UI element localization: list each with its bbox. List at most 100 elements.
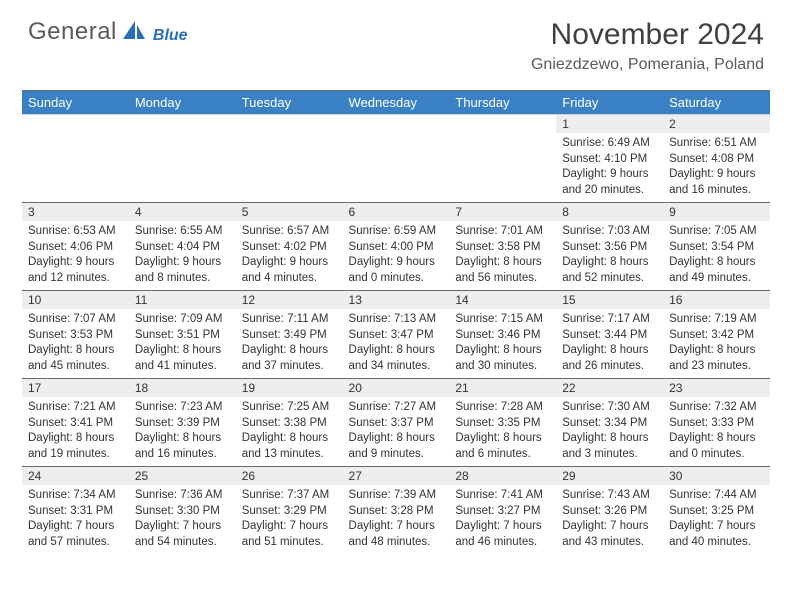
daylight-text: and 43 minutes. <box>562 535 657 551</box>
sunset-text: Sunset: 3:53 PM <box>28 328 123 344</box>
daylight-text: Daylight: 8 hours <box>28 343 123 359</box>
day-number-cell <box>343 115 450 134</box>
daylight-text: Daylight: 8 hours <box>669 431 764 447</box>
week-body-row: Sunrise: 7:07 AMSunset: 3:53 PMDaylight:… <box>22 309 770 379</box>
sunrise-text: Sunrise: 7:09 AM <box>135 312 230 328</box>
daylight-text: Daylight: 7 hours <box>135 519 230 535</box>
day-body-cell: Sunrise: 7:37 AMSunset: 3:29 PMDaylight:… <box>236 485 343 554</box>
day-number-cell: 30 <box>663 467 770 486</box>
day-header: Thursday <box>449 91 556 115</box>
week-daynum-row: 17181920212223 <box>22 379 770 398</box>
week-body-row: Sunrise: 6:53 AMSunset: 4:06 PMDaylight:… <box>22 221 770 291</box>
sunrise-text: Sunrise: 7:36 AM <box>135 488 230 504</box>
sunset-text: Sunset: 4:02 PM <box>242 240 337 256</box>
sunset-text: Sunset: 3:58 PM <box>455 240 550 256</box>
daylight-text: Daylight: 8 hours <box>349 431 444 447</box>
daylight-text: Daylight: 8 hours <box>669 343 764 359</box>
day-number-cell: 22 <box>556 379 663 398</box>
day-body-cell: Sunrise: 7:09 AMSunset: 3:51 PMDaylight:… <box>129 309 236 379</box>
sunrise-text: Sunrise: 7:05 AM <box>669 224 764 240</box>
day-number-cell: 20 <box>343 379 450 398</box>
day-number-cell: 13 <box>343 291 450 310</box>
sunrise-text: Sunrise: 7:17 AM <box>562 312 657 328</box>
week-daynum-row: 12 <box>22 115 770 134</box>
day-number-cell: 29 <box>556 467 663 486</box>
sunset-text: Sunset: 3:37 PM <box>349 416 444 432</box>
sunset-text: Sunset: 3:42 PM <box>669 328 764 344</box>
header: General Blue November 2024 Gniezdzewo, P… <box>0 0 792 80</box>
day-header: Friday <box>556 91 663 115</box>
day-header: Tuesday <box>236 91 343 115</box>
daylight-text: and 30 minutes. <box>455 359 550 375</box>
sunset-text: Sunset: 3:51 PM <box>135 328 230 344</box>
day-header: Wednesday <box>343 91 450 115</box>
day-body-cell: Sunrise: 7:41 AMSunset: 3:27 PMDaylight:… <box>449 485 556 554</box>
sunset-text: Sunset: 3:30 PM <box>135 504 230 520</box>
day-header: Sunday <box>22 91 129 115</box>
daylight-text: and 6 minutes. <box>455 447 550 463</box>
day-body-cell: Sunrise: 6:55 AMSunset: 4:04 PMDaylight:… <box>129 221 236 291</box>
day-number-cell: 28 <box>449 467 556 486</box>
day-body-cell: Sunrise: 7:07 AMSunset: 3:53 PMDaylight:… <box>22 309 129 379</box>
week-body-row: Sunrise: 7:21 AMSunset: 3:41 PMDaylight:… <box>22 397 770 467</box>
sunset-text: Sunset: 3:27 PM <box>455 504 550 520</box>
sunrise-text: Sunrise: 7:28 AM <box>455 400 550 416</box>
daylight-text: and 20 minutes. <box>562 183 657 199</box>
day-number-cell: 3 <box>22 203 129 222</box>
day-number-cell: 21 <box>449 379 556 398</box>
sunrise-text: Sunrise: 7:01 AM <box>455 224 550 240</box>
sunrise-text: Sunrise: 7:43 AM <box>562 488 657 504</box>
day-number-cell: 6 <box>343 203 450 222</box>
daylight-text: Daylight: 8 hours <box>562 343 657 359</box>
sunrise-text: Sunrise: 6:51 AM <box>669 136 764 152</box>
sunrise-text: Sunrise: 7:39 AM <box>349 488 444 504</box>
day-header: Saturday <box>663 91 770 115</box>
daylight-text: Daylight: 8 hours <box>562 431 657 447</box>
daylight-text: and 0 minutes. <box>669 447 764 463</box>
day-body-cell: Sunrise: 7:11 AMSunset: 3:49 PMDaylight:… <box>236 309 343 379</box>
week-daynum-row: 3456789 <box>22 203 770 222</box>
sunrise-text: Sunrise: 7:41 AM <box>455 488 550 504</box>
daylight-text: Daylight: 8 hours <box>242 343 337 359</box>
daylight-text: and 54 minutes. <box>135 535 230 551</box>
day-body-cell: Sunrise: 7:30 AMSunset: 3:34 PMDaylight:… <box>556 397 663 467</box>
sunrise-text: Sunrise: 7:21 AM <box>28 400 123 416</box>
day-body-cell: Sunrise: 7:34 AMSunset: 3:31 PMDaylight:… <box>22 485 129 554</box>
day-header-row: Sunday Monday Tuesday Wednesday Thursday… <box>22 91 770 115</box>
day-number-cell <box>22 115 129 134</box>
daylight-text: and 16 minutes. <box>135 447 230 463</box>
daylight-text: Daylight: 8 hours <box>242 431 337 447</box>
day-number-cell: 8 <box>556 203 663 222</box>
daylight-text: and 41 minutes. <box>135 359 230 375</box>
day-body-cell: Sunrise: 7:13 AMSunset: 3:47 PMDaylight:… <box>343 309 450 379</box>
sunrise-text: Sunrise: 7:44 AM <box>669 488 764 504</box>
day-number-cell: 14 <box>449 291 556 310</box>
day-body-cell: Sunrise: 7:19 AMSunset: 3:42 PMDaylight:… <box>663 309 770 379</box>
day-body-cell: Sunrise: 7:01 AMSunset: 3:58 PMDaylight:… <box>449 221 556 291</box>
daylight-text: and 16 minutes. <box>669 183 764 199</box>
daylight-text: and 48 minutes. <box>349 535 444 551</box>
sunrise-text: Sunrise: 7:19 AM <box>669 312 764 328</box>
day-number-cell <box>236 115 343 134</box>
sunset-text: Sunset: 3:56 PM <box>562 240 657 256</box>
sunrise-text: Sunrise: 7:34 AM <box>28 488 123 504</box>
daylight-text: and 46 minutes. <box>455 535 550 551</box>
sunset-text: Sunset: 3:33 PM <box>669 416 764 432</box>
month-title: November 2024 <box>531 18 764 52</box>
sunset-text: Sunset: 4:06 PM <box>28 240 123 256</box>
sunset-text: Sunset: 4:00 PM <box>349 240 444 256</box>
daylight-text: Daylight: 8 hours <box>28 431 123 447</box>
day-body-cell: Sunrise: 7:39 AMSunset: 3:28 PMDaylight:… <box>343 485 450 554</box>
day-body-cell: Sunrise: 7:23 AMSunset: 3:39 PMDaylight:… <box>129 397 236 467</box>
sunrise-text: Sunrise: 7:13 AM <box>349 312 444 328</box>
week-body-row: Sunrise: 7:34 AMSunset: 3:31 PMDaylight:… <box>22 485 770 554</box>
daylight-text: Daylight: 7 hours <box>349 519 444 535</box>
day-number-cell: 2 <box>663 115 770 134</box>
sunset-text: Sunset: 4:08 PM <box>669 152 764 168</box>
daylight-text: Daylight: 7 hours <box>455 519 550 535</box>
day-number-cell: 25 <box>129 467 236 486</box>
day-number-cell: 26 <box>236 467 343 486</box>
daylight-text: Daylight: 9 hours <box>135 255 230 271</box>
daylight-text: and 19 minutes. <box>28 447 123 463</box>
sunset-text: Sunset: 3:46 PM <box>455 328 550 344</box>
